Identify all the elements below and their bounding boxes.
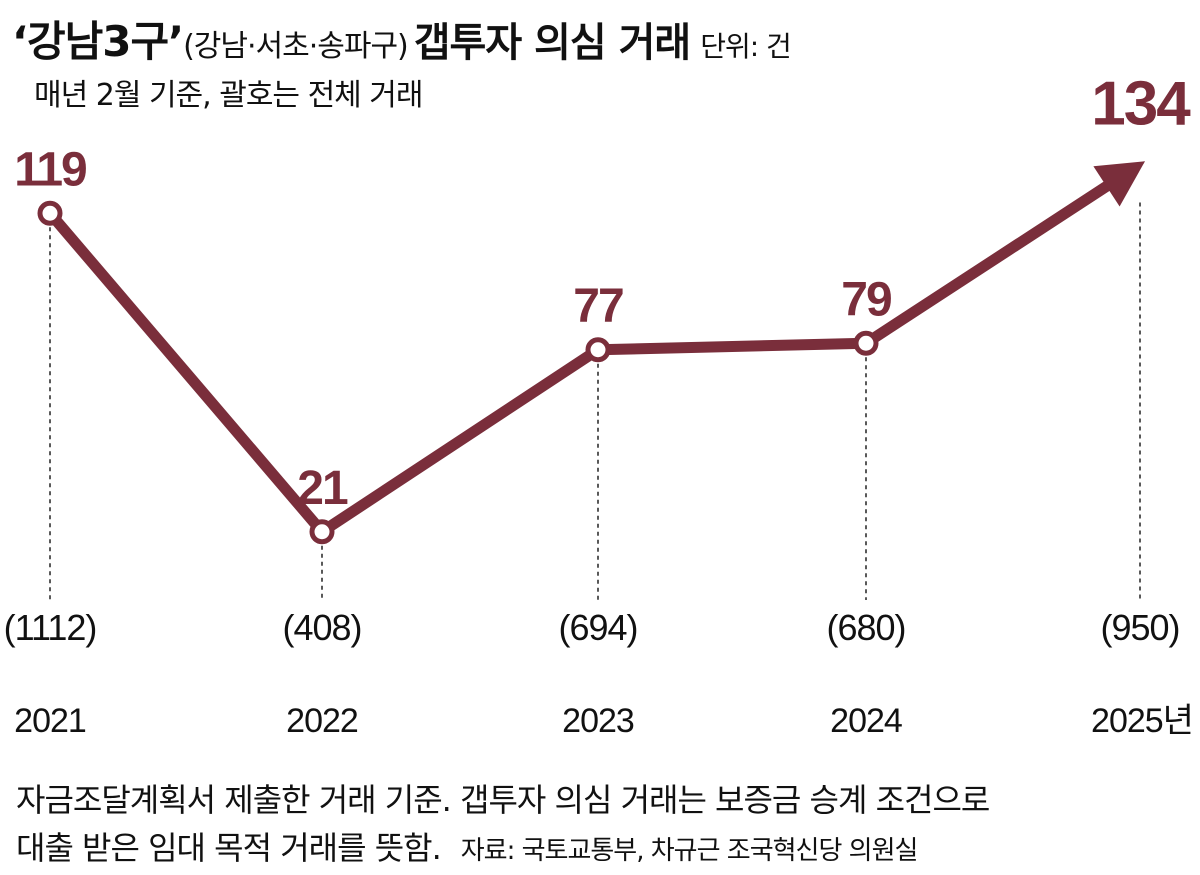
total-label-2021: (1112) xyxy=(4,607,97,648)
x-tick-label-2025년: 2025년 xyxy=(1091,702,1193,740)
data-points xyxy=(37,200,879,545)
footnote-line-2: 대출 받은 임대 목적 거래를 뜻함. 자료: 국토교통부, 차규근 조국혁신당 … xyxy=(16,824,989,875)
chart-subtitle: 매년 2월 기준, 괄호는 전체 거래 xyxy=(34,78,424,113)
unit-label: 단위: 건 xyxy=(700,30,792,63)
chart-title: ‘강남3구’(강남·서초·송파구) 갭투자 의심 거래 단위: 건 xyxy=(12,8,792,69)
x-tick-label-2024: 2024 xyxy=(830,702,902,740)
series-line xyxy=(44,161,1146,538)
total-label-2022: (408) xyxy=(282,607,361,648)
footnote-line-1: 자금조달계획서 제출한 거래 기준. 갭투자 의심 거래는 보증금 승계 조건으… xyxy=(16,781,990,819)
value-label-2024: 79 xyxy=(841,273,891,326)
line-segment-2022 xyxy=(316,344,604,538)
guide-lines xyxy=(49,202,1141,600)
footnote-line-2-text: 대출 받은 임대 목적 거래를 뜻함. xyxy=(16,829,442,867)
data-point-2022 xyxy=(309,519,335,545)
value-label-2025년: 134 xyxy=(1091,70,1191,139)
title-rest: 갭투자 의심 거래 xyxy=(413,20,691,66)
x-tick-label-2022: 2022 xyxy=(286,702,358,740)
total-labels: (1112) (408) (694) (680) (950) xyxy=(4,607,1181,648)
total-label-2024: (680) xyxy=(826,607,905,648)
arrowhead-2025년 xyxy=(1093,161,1146,207)
data-point-2023 xyxy=(585,337,611,363)
x-tick-label-2021: 2021 xyxy=(14,702,86,740)
title-paren: (강남·서초·송파구) xyxy=(183,29,409,64)
total-label-2025년: (950) xyxy=(1100,607,1179,648)
total-label-2023: (694) xyxy=(558,607,637,648)
line-segment-2024 xyxy=(860,175,1121,349)
line-segment-2021 xyxy=(44,207,328,538)
value-labels: 119 21 77 79 134 xyxy=(14,70,1193,515)
value-label-2023: 77 xyxy=(573,280,623,333)
data-point-2024 xyxy=(853,330,879,356)
x-axis-tick-labels: 2021 2022 2023 2024 2025년 xyxy=(14,702,1194,740)
line-segment-2023 xyxy=(592,337,872,356)
data-point-2021 xyxy=(37,200,63,226)
title-main: ‘강남3구’ xyxy=(12,17,184,66)
footnote: 자금조달계획서 제출한 거래 기준. 갭투자 의심 거래는 보증금 승계 조건으… xyxy=(16,776,990,875)
value-label-2022: 21 xyxy=(297,462,348,515)
x-tick-label-2023: 2023 xyxy=(562,702,634,740)
source-label: 자료: 국토교통부, 차규근 조국혁신당 의원실 xyxy=(460,836,919,866)
value-label-2021: 119 xyxy=(14,143,86,196)
